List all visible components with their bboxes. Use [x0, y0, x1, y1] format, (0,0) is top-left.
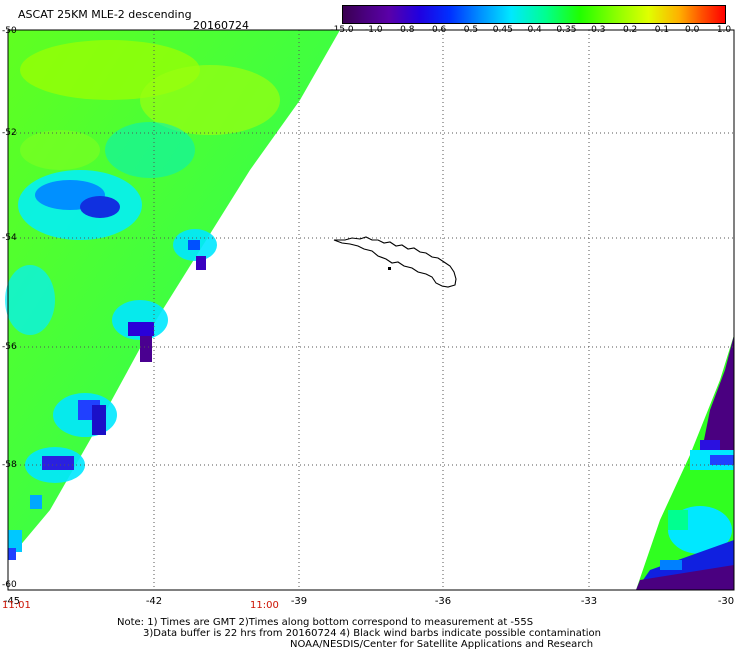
time-label-middle: 11:00	[250, 600, 279, 611]
y-tick-label: -56	[2, 342, 17, 352]
swath-cell	[660, 560, 682, 570]
plot-frame	[7, 29, 735, 591]
swath-patch	[140, 65, 280, 135]
swath-cell	[92, 405, 106, 435]
note-line-1: Note: 1) Times are GMT 2)Times along bot…	[117, 617, 534, 628]
swath-patch	[20, 130, 100, 170]
island-fragment	[388, 267, 391, 270]
x-tick-label: -30	[717, 596, 735, 607]
swath-cell	[140, 336, 152, 362]
colorbar	[342, 5, 726, 24]
x-tick-label: -36	[434, 596, 452, 607]
swath-cell	[128, 322, 154, 336]
map-plot	[5, 29, 735, 591]
y-tick-label: -52	[2, 128, 17, 138]
y-tick-label: -60	[2, 580, 17, 590]
swath-patch	[80, 196, 120, 218]
x-tick-label: -39	[290, 596, 308, 607]
eastern-swath	[636, 335, 734, 590]
x-tick-label: -42	[145, 596, 163, 607]
x-tick-label: -45	[3, 596, 21, 607]
x-tick-label: -33	[580, 596, 598, 607]
swath-cell	[196, 256, 206, 270]
y-tick-label: -50	[2, 26, 17, 36]
swath-cell	[8, 530, 22, 552]
note-line-2: 3)Data buffer is 22 hrs from 20160724 4)…	[143, 628, 601, 639]
map-title: ASCAT 25KM MLE-2 descending	[18, 8, 192, 21]
time-label-left: 11:01	[2, 600, 31, 611]
y-tick-label: -58	[2, 460, 17, 470]
swath-cell	[710, 455, 734, 465]
swath-cell	[668, 510, 688, 530]
map-date: 20160724	[193, 19, 249, 32]
swath-patch	[105, 122, 195, 178]
note-line-3: NOAA/NESDIS/Center for Satellite Applica…	[290, 639, 594, 650]
swath-cell	[30, 495, 42, 509]
coastline-south-georgia	[333, 236, 457, 288]
grid-lines	[8, 30, 734, 590]
y-tick-label: -54	[2, 233, 17, 243]
western-swath	[5, 30, 340, 560]
swath-cell	[8, 548, 16, 560]
swath-patch	[5, 265, 55, 335]
swath-cell	[42, 456, 74, 470]
swath-cell	[188, 240, 200, 250]
